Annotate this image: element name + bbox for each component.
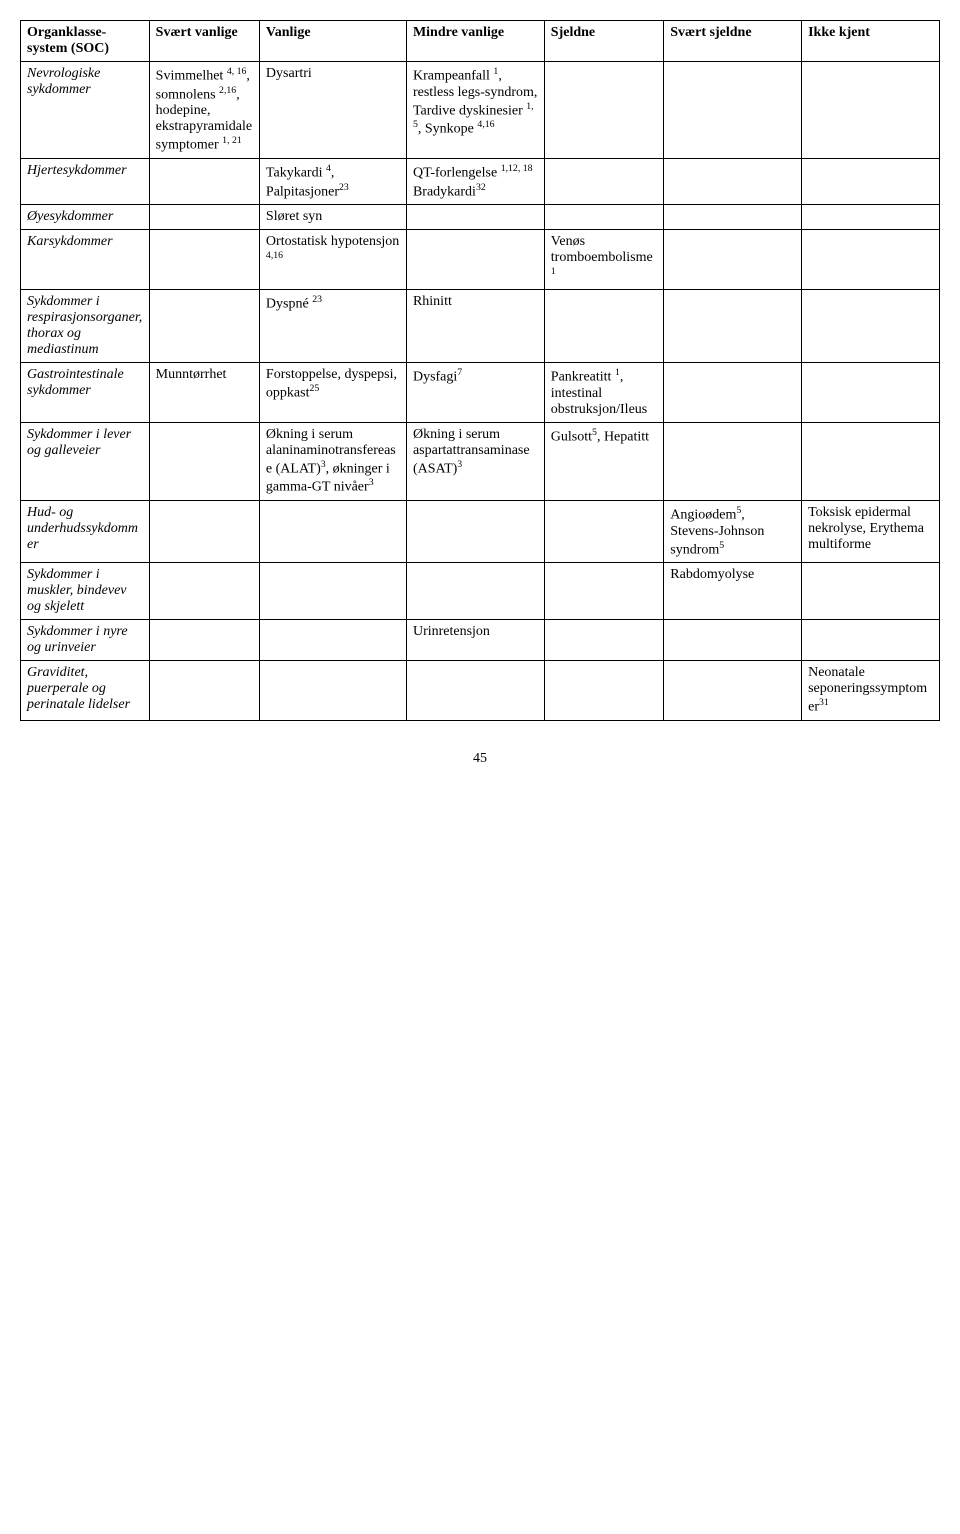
column-header: Mindre vanlige [406, 21, 544, 62]
column-header: Svært vanlige [149, 21, 259, 62]
soc-cell: Sykdommer i lever og galleveier [21, 422, 150, 500]
data-cell [149, 422, 259, 500]
data-cell [149, 620, 259, 661]
data-cell [664, 289, 802, 362]
data-cell [406, 563, 544, 620]
data-cell [544, 62, 663, 159]
table-row: Øyesykdommer Sløret syn [21, 205, 940, 230]
data-cell [664, 158, 802, 204]
table-row: Sykdommer i lever og galleveier Økning i … [21, 422, 940, 500]
data-cell [802, 563, 940, 620]
adverse-effects-table: Organklasse-system (SOC)Svært vanligeVan… [20, 20, 940, 721]
data-cell: Svimmelhet 4, 16, somnolens 2,16, hodepi… [149, 62, 259, 159]
data-cell: Dyspné 23 [259, 289, 406, 362]
data-cell [802, 205, 940, 230]
table-row: Nevrologiske sykdommerSvimmelhet 4, 16, … [21, 62, 940, 159]
data-cell: Toksisk epidermal nekrolyse, Erythema mu… [802, 500, 940, 562]
data-cell [664, 62, 802, 159]
table-row: Sykdommer i nyre og urinveier Urinretensj… [21, 620, 940, 661]
data-cell [149, 563, 259, 620]
data-cell [664, 230, 802, 290]
page-number: 45 [20, 751, 940, 767]
soc-cell: Øyesykdommer [21, 205, 150, 230]
data-cell: Neonatale seponeringssymptomer31 [802, 661, 940, 721]
soc-cell: Hud- og underhudssykdommer [21, 500, 150, 562]
data-cell [664, 205, 802, 230]
data-cell [802, 230, 940, 290]
data-cell: QT-forlengelse 1,12, 18Bradykardi32 [406, 158, 544, 204]
data-cell [406, 500, 544, 562]
data-cell: Pankreatitt 1, intestinal obstruksjon/Il… [544, 362, 663, 422]
table-row: Sykdommer i respirasjonsorganer, thorax … [21, 289, 940, 362]
soc-cell: Sykdommer i nyre og urinveier [21, 620, 150, 661]
data-cell [149, 661, 259, 721]
data-cell [544, 661, 663, 721]
data-cell: Økning i serum alaninaminotransferease (… [259, 422, 406, 500]
soc-cell: Gastrointestinale sykdommer [21, 362, 150, 422]
data-cell [149, 500, 259, 562]
table-row: Karsykdommer Ortostatisk hypotensjon 4,16… [21, 230, 940, 290]
data-cell: Angioødem5, Stevens-Johnson syndrom5 [664, 500, 802, 562]
data-cell [149, 289, 259, 362]
soc-cell: Sykdommer i respirasjonsorganer, thorax … [21, 289, 150, 362]
table-row: Gastrointestinale sykdommerMunntørrhetFo… [21, 362, 940, 422]
data-cell: Urinretensjon [406, 620, 544, 661]
data-cell [802, 422, 940, 500]
table-header-row: Organklasse-system (SOC)Svært vanligeVan… [21, 21, 940, 62]
data-cell [544, 563, 663, 620]
data-cell: Rhinitt [406, 289, 544, 362]
table-body: Nevrologiske sykdommerSvimmelhet 4, 16, … [21, 62, 940, 721]
column-header: Svært sjeldne [664, 21, 802, 62]
data-cell [664, 661, 802, 721]
data-cell [149, 158, 259, 204]
data-cell: Venøs tromboembolisme1 [544, 230, 663, 290]
data-cell [664, 362, 802, 422]
data-cell [544, 205, 663, 230]
data-cell [259, 661, 406, 721]
data-cell [149, 230, 259, 290]
table-row: Sykdommer i muskler, bindevev og skjelet… [21, 563, 940, 620]
soc-cell: Karsykdommer [21, 230, 150, 290]
data-cell [259, 563, 406, 620]
data-cell: Munntørrhet [149, 362, 259, 422]
table-row: Hjertesykdommer Takykardi 4, Palpitasjone… [21, 158, 940, 204]
column-header: Ikke kjent [802, 21, 940, 62]
data-cell [802, 362, 940, 422]
data-cell: Dysfagi7 [406, 362, 544, 422]
data-cell [149, 205, 259, 230]
data-cell [544, 620, 663, 661]
column-header: Sjeldne [544, 21, 663, 62]
data-cell: Dysartri [259, 62, 406, 159]
data-cell [259, 620, 406, 661]
data-cell: Krampeanfall 1, restless legs-syndrom, T… [406, 62, 544, 159]
data-cell: Ortostatisk hypotensjon 4,16 [259, 230, 406, 290]
soc-cell: Sykdommer i muskler, bindevev og skjelet… [21, 563, 150, 620]
data-cell [802, 620, 940, 661]
data-cell: Rabdomyolyse [664, 563, 802, 620]
data-cell [406, 661, 544, 721]
data-cell: Sløret syn [259, 205, 406, 230]
data-cell: Takykardi 4, Palpitasjoner23 [259, 158, 406, 204]
data-cell [802, 158, 940, 204]
soc-cell: Nevrologiske sykdommer [21, 62, 150, 159]
data-cell [544, 289, 663, 362]
data-cell [544, 500, 663, 562]
table-row: Graviditet, puerperale og perinatale lid… [21, 661, 940, 721]
data-cell: Gulsott5, Hepatitt [544, 422, 663, 500]
soc-cell: Hjertesykdommer [21, 158, 150, 204]
data-cell [544, 158, 663, 204]
data-cell: Økning i serum aspartattransaminase (ASA… [406, 422, 544, 500]
data-cell [664, 422, 802, 500]
soc-cell: Graviditet, puerperale og perinatale lid… [21, 661, 150, 721]
column-header: Vanlige [259, 21, 406, 62]
data-cell [664, 620, 802, 661]
data-cell: Forstoppelse, dyspepsi, oppkast25 [259, 362, 406, 422]
data-cell [802, 289, 940, 362]
data-cell [259, 500, 406, 562]
column-header: Organklasse-system (SOC) [21, 21, 150, 62]
data-cell [406, 205, 544, 230]
table-row: Hud- og underhudssykdommer Angioødem5, St… [21, 500, 940, 562]
data-cell [406, 230, 544, 290]
data-cell [802, 62, 940, 159]
